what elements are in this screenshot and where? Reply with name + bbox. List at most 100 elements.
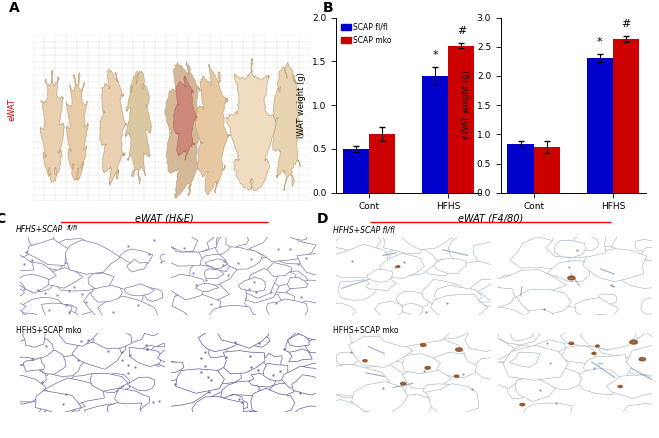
Polygon shape: [93, 327, 132, 348]
Polygon shape: [380, 253, 424, 279]
Polygon shape: [22, 328, 45, 347]
Polygon shape: [621, 403, 659, 426]
Polygon shape: [509, 352, 540, 367]
Polygon shape: [100, 380, 124, 392]
Polygon shape: [165, 61, 206, 198]
Polygon shape: [98, 296, 160, 327]
Polygon shape: [84, 292, 130, 318]
Text: HFHS+SCAP mko: HFHS+SCAP mko: [16, 326, 82, 336]
Polygon shape: [42, 268, 83, 288]
Polygon shape: [507, 380, 540, 399]
Polygon shape: [35, 391, 82, 414]
Polygon shape: [35, 350, 66, 374]
Polygon shape: [597, 294, 617, 306]
Polygon shape: [402, 224, 453, 250]
Polygon shape: [388, 338, 465, 373]
Polygon shape: [42, 303, 72, 320]
Polygon shape: [511, 329, 533, 341]
Polygon shape: [196, 283, 219, 292]
Polygon shape: [435, 410, 459, 420]
Polygon shape: [200, 254, 237, 272]
Polygon shape: [573, 236, 599, 251]
Polygon shape: [587, 246, 617, 258]
Polygon shape: [44, 402, 71, 417]
Polygon shape: [169, 223, 224, 252]
Polygon shape: [351, 381, 408, 416]
Polygon shape: [546, 226, 606, 258]
Polygon shape: [527, 309, 554, 325]
Polygon shape: [560, 318, 623, 350]
Polygon shape: [289, 349, 312, 361]
Polygon shape: [288, 243, 330, 259]
Polygon shape: [90, 374, 129, 391]
Polygon shape: [367, 269, 393, 282]
Polygon shape: [125, 71, 152, 184]
Polygon shape: [596, 360, 625, 374]
Polygon shape: [69, 373, 113, 395]
Polygon shape: [44, 378, 104, 405]
Polygon shape: [148, 346, 192, 367]
Polygon shape: [276, 250, 307, 264]
Polygon shape: [252, 269, 297, 287]
Polygon shape: [65, 401, 85, 411]
Polygon shape: [492, 270, 566, 298]
Polygon shape: [65, 240, 121, 274]
Polygon shape: [88, 273, 114, 289]
Polygon shape: [642, 247, 659, 262]
Polygon shape: [43, 355, 86, 377]
Y-axis label: iWAT weight (g): iWAT weight (g): [297, 72, 306, 138]
Polygon shape: [92, 294, 124, 312]
Polygon shape: [524, 403, 573, 427]
Polygon shape: [127, 377, 155, 391]
Polygon shape: [205, 259, 227, 269]
Polygon shape: [331, 229, 381, 252]
Polygon shape: [8, 363, 46, 389]
Polygon shape: [552, 240, 608, 270]
Polygon shape: [239, 277, 266, 291]
Polygon shape: [204, 268, 224, 279]
Polygon shape: [357, 364, 407, 398]
Polygon shape: [612, 324, 645, 341]
Circle shape: [455, 348, 463, 351]
Polygon shape: [374, 301, 405, 318]
Polygon shape: [160, 251, 179, 262]
Polygon shape: [532, 340, 565, 357]
Text: D: D: [316, 212, 328, 226]
Polygon shape: [308, 399, 368, 428]
Polygon shape: [465, 328, 511, 352]
Polygon shape: [281, 366, 327, 388]
Polygon shape: [473, 338, 515, 360]
Polygon shape: [403, 367, 451, 391]
Polygon shape: [510, 237, 573, 269]
Text: HFHS+SCAP fl/fl: HFHS+SCAP fl/fl: [333, 226, 395, 234]
Polygon shape: [337, 362, 364, 376]
Polygon shape: [170, 230, 214, 252]
Polygon shape: [318, 364, 389, 398]
Polygon shape: [18, 297, 62, 317]
Polygon shape: [591, 324, 658, 359]
Circle shape: [454, 375, 459, 378]
Polygon shape: [5, 401, 42, 420]
Polygon shape: [581, 320, 636, 350]
Polygon shape: [273, 63, 304, 191]
Polygon shape: [612, 228, 659, 261]
Polygon shape: [619, 260, 659, 289]
Polygon shape: [283, 228, 337, 253]
Polygon shape: [4, 284, 24, 297]
Polygon shape: [116, 305, 137, 320]
Circle shape: [569, 342, 573, 345]
Polygon shape: [382, 229, 432, 253]
Bar: [613, 39, 639, 193]
Polygon shape: [182, 376, 206, 386]
Polygon shape: [192, 396, 244, 421]
Polygon shape: [212, 365, 241, 384]
Polygon shape: [225, 395, 267, 413]
Polygon shape: [98, 340, 126, 355]
Text: HFHS+SCAP mko: HFHS+SCAP mko: [333, 326, 398, 336]
Polygon shape: [474, 242, 517, 265]
Polygon shape: [266, 271, 314, 293]
Polygon shape: [422, 279, 467, 305]
Polygon shape: [461, 334, 521, 363]
Polygon shape: [575, 297, 619, 318]
Polygon shape: [383, 247, 438, 276]
